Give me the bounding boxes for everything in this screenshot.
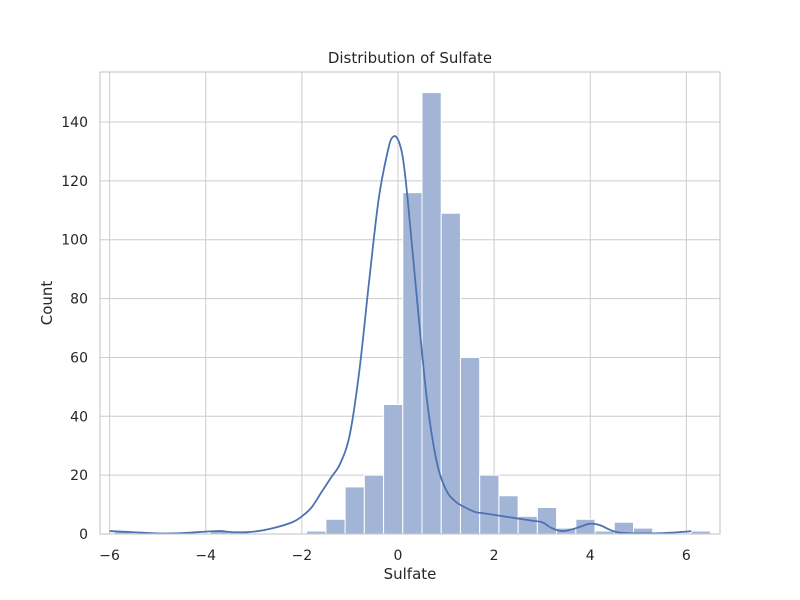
y-tick-label: 20: [70, 468, 88, 484]
y-tick-labels: 0 20 40 60 80 100 120 140: [61, 115, 88, 543]
y-tick-label: 140: [61, 115, 88, 131]
y-tick-label: 0: [79, 527, 88, 543]
kde-curve-layer: [109, 135, 692, 535]
histogram-bars: [113, 92, 711, 535]
y-tick-label: 40: [70, 409, 88, 425]
y-tick-label: 80: [70, 292, 88, 308]
x-axis-label: Sulfate: [384, 565, 437, 583]
histogram-bar: [325, 518, 346, 535]
x-tick-label: −4: [195, 548, 216, 564]
x-tick-label: 2: [490, 548, 499, 564]
y-tick-label: 100: [61, 233, 88, 249]
chart-title: Distribution of Sulfate: [328, 49, 492, 67]
histogram-bar: [498, 495, 519, 535]
histogram-bar: [536, 507, 558, 535]
histogram-bar: [363, 474, 385, 535]
y-tick-label: 60: [70, 350, 88, 366]
histogram-bar: [479, 474, 500, 535]
histogram-bar: [383, 404, 404, 535]
kde-curve: [109, 135, 692, 535]
x-tick-labels: −6 −4 −2 0 2 4 6: [99, 548, 691, 564]
histogram-bar: [344, 486, 365, 535]
x-tick-label: −6: [99, 548, 120, 564]
y-axis-label: Count: [38, 281, 56, 326]
x-tick-label: −2: [292, 548, 313, 564]
x-tick-label: 4: [586, 548, 595, 564]
axes-frame: [99, 71, 721, 535]
y-tick-label: 120: [61, 174, 88, 190]
x-tick-label: 0: [394, 548, 403, 564]
x-tick-label: 6: [682, 548, 691, 564]
